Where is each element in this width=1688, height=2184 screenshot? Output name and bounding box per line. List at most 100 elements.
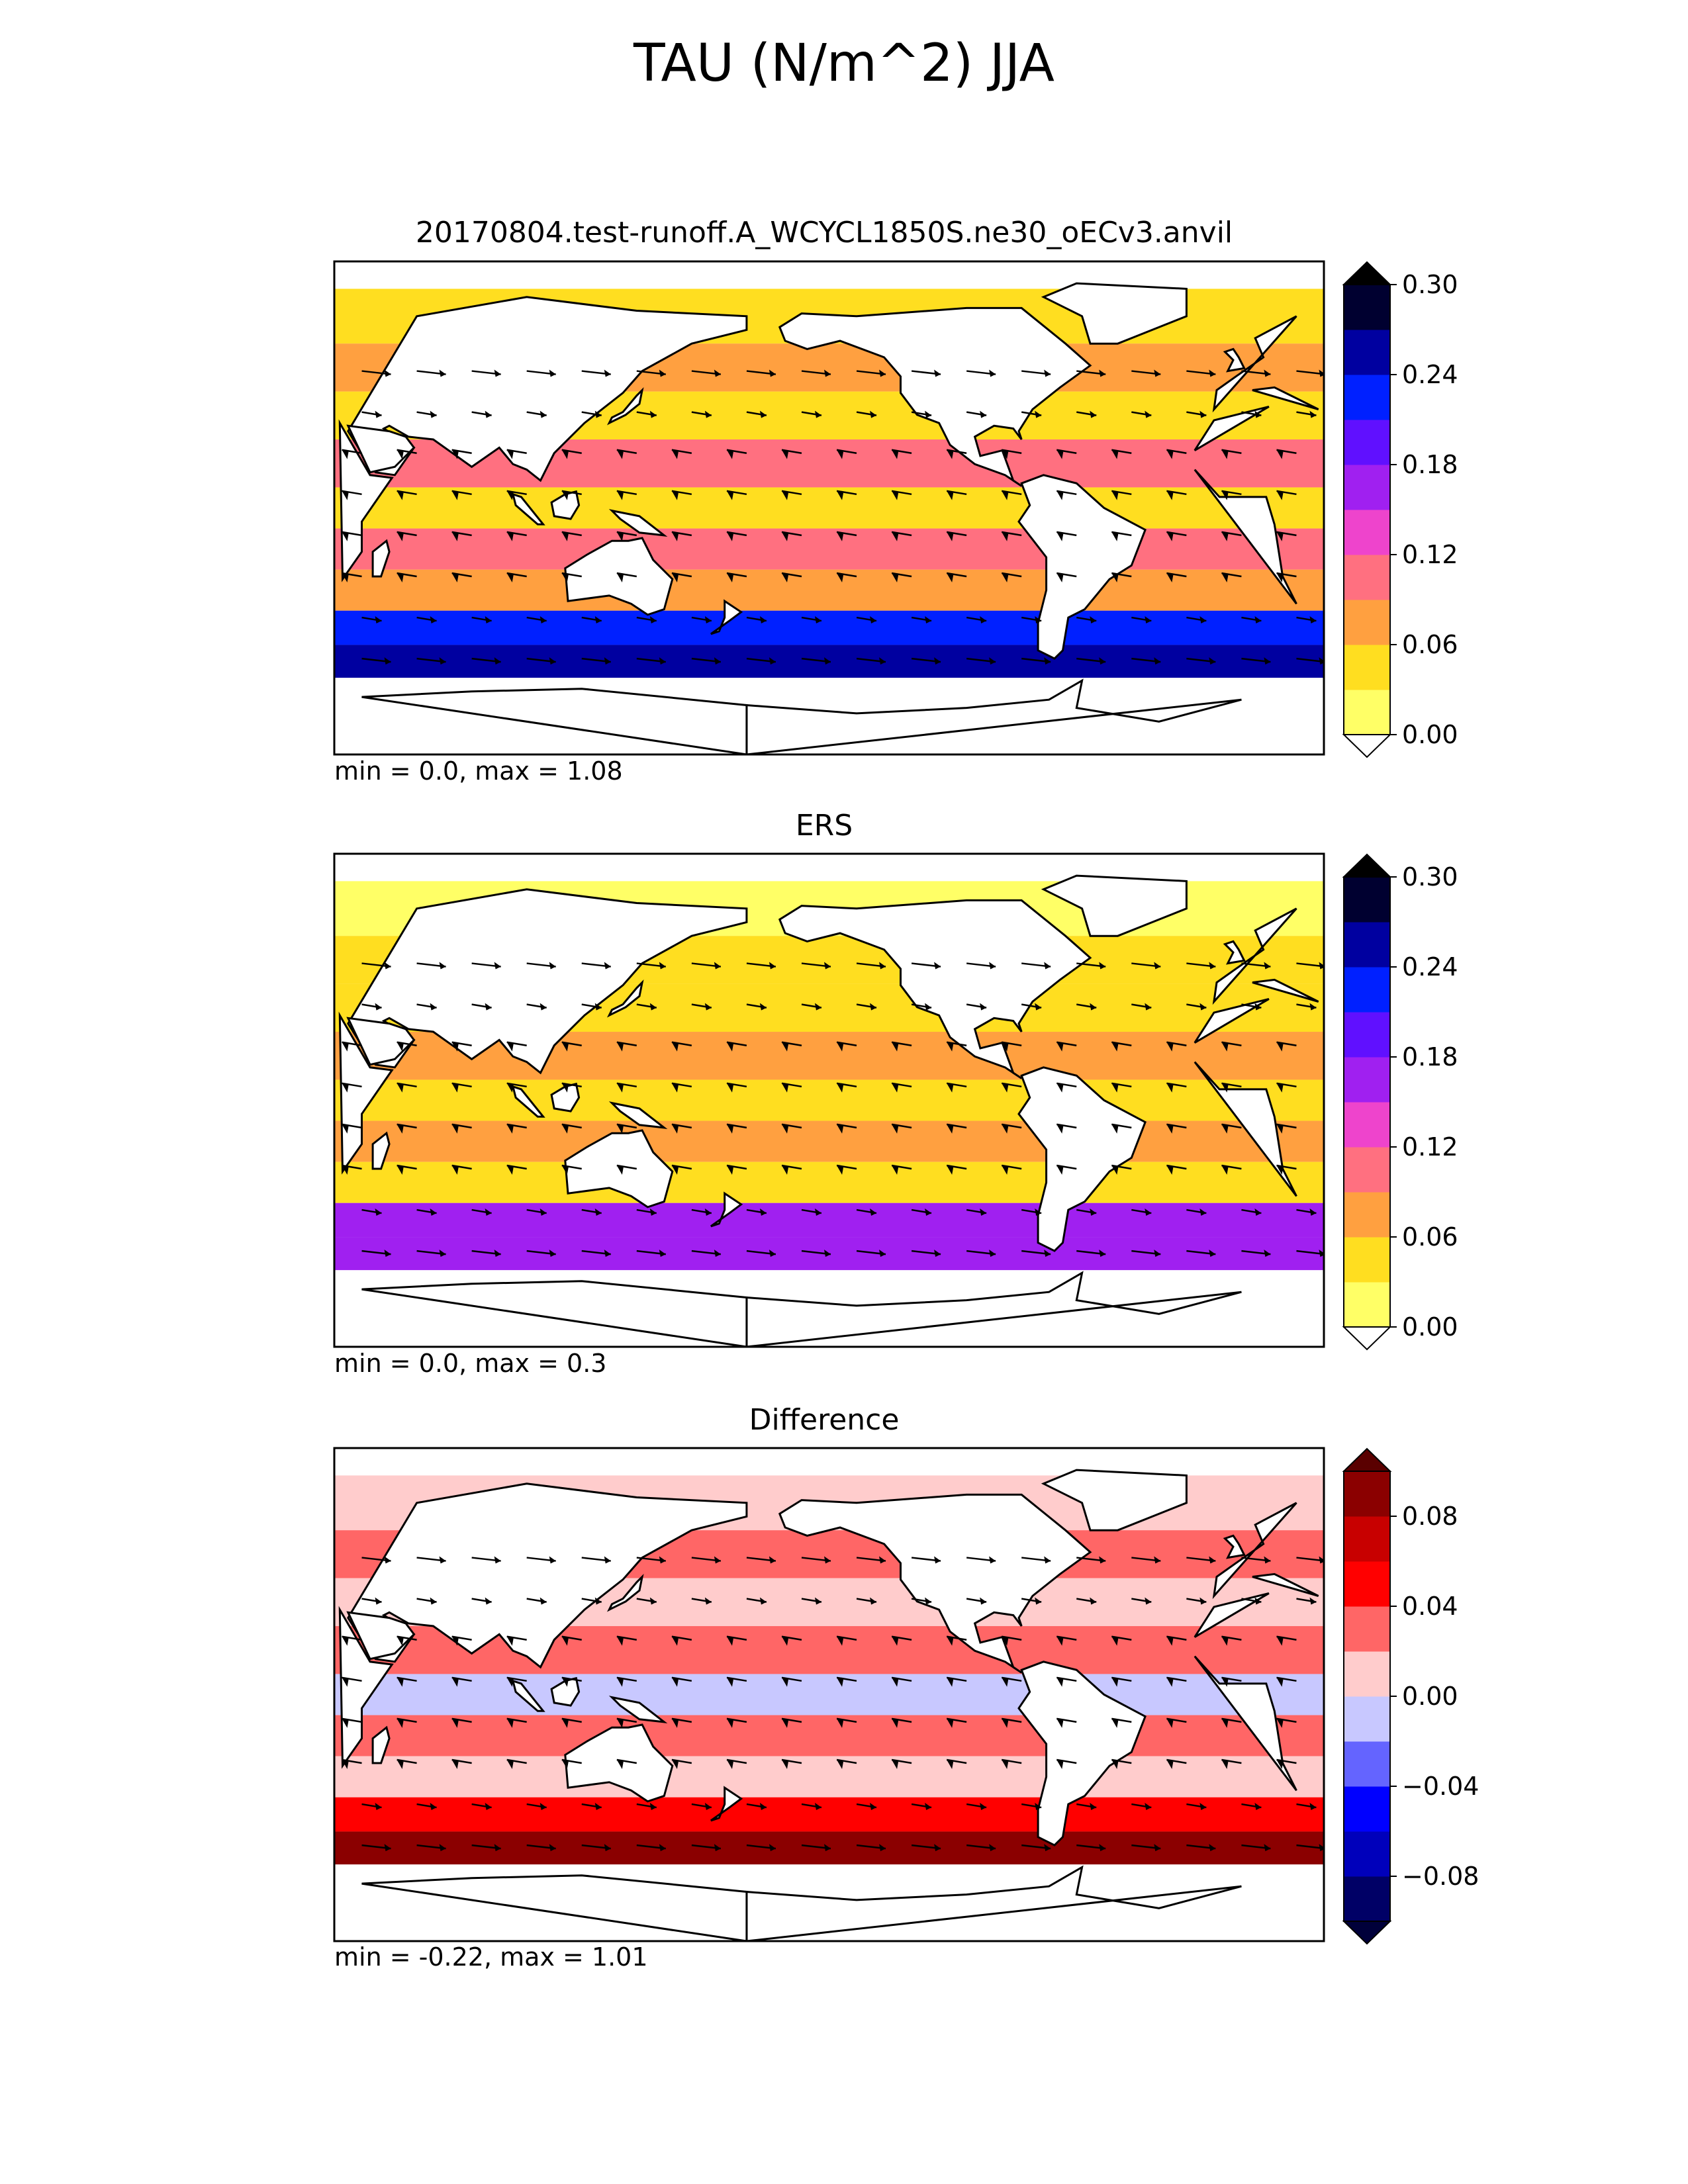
wind-vector <box>1241 962 1271 970</box>
wind-vector <box>526 962 556 970</box>
wind-vector <box>891 490 912 500</box>
wind-vector <box>911 1844 941 1852</box>
coastline <box>608 509 668 537</box>
wind-vector <box>746 1556 776 1564</box>
wind-vector <box>1241 1597 1262 1605</box>
wind-vector <box>1131 1803 1152 1811</box>
wind-vector <box>746 657 776 665</box>
wind-vector <box>1276 1082 1297 1093</box>
wind-vector <box>1186 1844 1216 1852</box>
wind-vector <box>1221 572 1242 582</box>
wind-vector <box>856 1844 886 1852</box>
wind-vector <box>1221 1164 1242 1175</box>
wind-vector <box>526 410 547 418</box>
wind-vector <box>1021 1597 1042 1605</box>
coastline <box>347 1482 748 1669</box>
wind-vector <box>911 1556 941 1564</box>
wind-vector <box>1186 1597 1207 1605</box>
colorbar-tick-label: 0.12 <box>1402 1132 1458 1161</box>
wind-vector <box>342 1676 362 1687</box>
wind-vector <box>451 1123 472 1134</box>
wind-vector <box>671 1717 692 1728</box>
field-band <box>334 1797 1324 1832</box>
wind-vector <box>1186 1250 1216 1257</box>
wind-vector <box>636 1003 657 1011</box>
wind-vector <box>416 1803 437 1811</box>
wind-vector <box>471 1844 501 1852</box>
wind-vector <box>781 1758 802 1769</box>
wind-vector <box>1166 1041 1187 1052</box>
colorbar-tick-label: 0.30 <box>1402 270 1458 299</box>
wind-vector <box>1001 531 1022 541</box>
wind-vector <box>471 1250 501 1257</box>
coastline <box>745 1865 1242 1941</box>
coastline <box>606 1573 644 1612</box>
wind-vector <box>801 1208 822 1216</box>
wind-vector <box>946 1717 967 1728</box>
wind-vector <box>1276 531 1297 541</box>
wind-vector <box>746 962 776 970</box>
wind-vector <box>416 410 437 418</box>
wind-vector <box>636 1597 657 1605</box>
field-band <box>334 569 1324 611</box>
coastline <box>1017 1661 1147 1846</box>
field-band <box>334 1161 1324 1203</box>
wind-vector <box>1221 449 1242 459</box>
coastline <box>511 1679 545 1712</box>
wind-vector <box>1221 1041 1242 1052</box>
wind-vector <box>746 1003 767 1011</box>
coastline <box>361 1280 748 1347</box>
wind-vector <box>581 1556 611 1564</box>
coastline <box>1212 315 1297 413</box>
colorbar-tick-label: 0.00 <box>1402 1312 1458 1342</box>
wind-vector <box>1186 369 1216 377</box>
wind-vector <box>1221 1635 1242 1646</box>
wind-vector <box>1241 410 1262 418</box>
wind-vector <box>1276 1041 1297 1052</box>
wind-vector <box>526 1208 547 1216</box>
wind-vector <box>691 1250 722 1257</box>
wind-vector <box>397 531 417 541</box>
wind-vector <box>342 531 362 541</box>
coastline <box>710 1191 743 1228</box>
wind-vector <box>746 1844 776 1852</box>
wind-vector <box>581 1844 611 1852</box>
wind-vector <box>1241 1250 1271 1257</box>
wind-vector <box>966 1803 987 1811</box>
wind-vector <box>1021 657 1051 665</box>
colorbar-segment <box>1344 510 1390 555</box>
coastline <box>1194 1592 1270 1638</box>
coastline <box>1041 874 1188 937</box>
wind-vector <box>526 1597 547 1605</box>
wind-vector <box>1241 1844 1271 1852</box>
wind-vector <box>691 1208 712 1216</box>
wind-vector <box>856 616 877 624</box>
wind-vector <box>1021 1250 1051 1257</box>
wind-vector <box>836 572 857 582</box>
wind-vector <box>691 1556 722 1564</box>
wind-vector <box>726 1758 747 1769</box>
wind-vector <box>726 1123 747 1134</box>
coastline <box>1041 282 1188 345</box>
coastline <box>1252 978 1319 1003</box>
coastline <box>778 899 1092 1079</box>
wind-vector <box>397 1164 417 1175</box>
colorbar-segment <box>1344 1876 1390 1922</box>
coastline <box>606 979 644 1018</box>
wind-vector <box>726 531 747 541</box>
wind-vector <box>726 1676 747 1687</box>
field-band <box>334 1674 1324 1715</box>
wind-vector <box>836 490 857 500</box>
wind-vector <box>726 1082 747 1093</box>
wind-vector <box>397 1758 417 1769</box>
colorbar-tick-label: 0.24 <box>1402 360 1458 389</box>
wind-vector <box>616 490 637 500</box>
wind-vector <box>836 1635 857 1646</box>
colorbar-segment <box>1344 1471 1390 1517</box>
wind-vector <box>1001 1164 1022 1175</box>
wind-vector <box>801 410 822 418</box>
panel-3-colorbar: −0.08 −0.04 0.00 0.04 0.08 <box>1342 1447 1479 1945</box>
coastline <box>1223 940 1246 965</box>
wind-vector <box>636 1556 666 1564</box>
colorbar-segment <box>1344 420 1390 465</box>
